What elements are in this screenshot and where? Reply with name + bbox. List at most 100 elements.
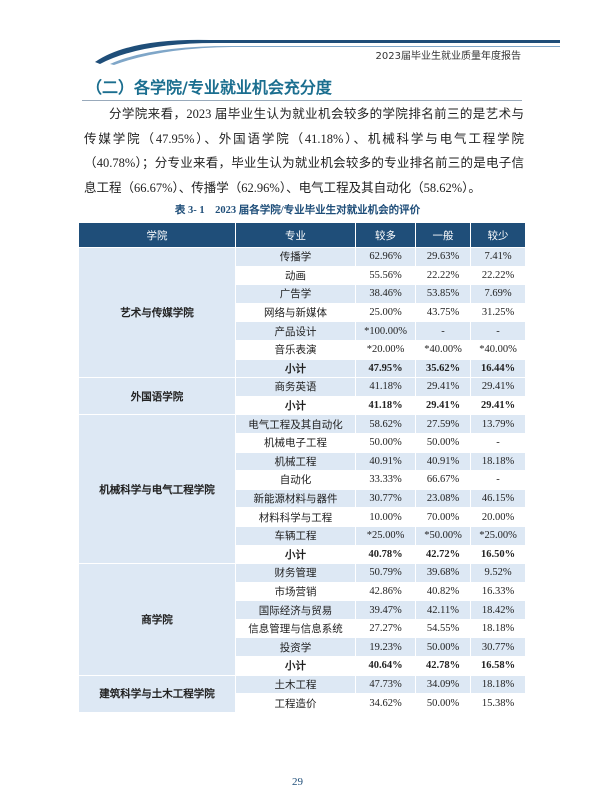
major-cell: 新能源材料与器件	[235, 488, 356, 509]
page-number: 29	[292, 776, 303, 788]
major-cell: 动画	[235, 265, 356, 286]
value-cell: 23.08%	[415, 488, 471, 509]
major-cell: 商务英语	[235, 377, 356, 397]
major-cell: 自动化	[235, 470, 356, 490]
major-cell: 投资学	[235, 637, 356, 658]
major-cell: 网络与新媒体	[235, 302, 356, 323]
college-cell: 艺术与传媒学院	[78, 246, 236, 379]
value-cell: 47.73%	[355, 674, 416, 695]
table-row: 小计 47.95% 35.62% 16.44%	[79, 358, 526, 379]
value-cell: -	[415, 321, 471, 341]
value-cell: 50.00%	[415, 693, 471, 713]
table-row: 动画 55.56% 22.22% 22.22%	[79, 265, 526, 286]
value-cell: *40.00%	[415, 339, 471, 360]
header-cell: 专业	[235, 222, 356, 248]
value-cell: 29.41%	[470, 395, 526, 416]
value-cell: -	[470, 321, 526, 341]
value-cell: 39.47%	[355, 600, 416, 620]
table-row: 新能源材料与器件 30.77% 23.08% 46.15%	[79, 488, 526, 509]
college-cell: 外国语学院	[78, 377, 236, 416]
college-cell: 商学院	[78, 563, 236, 676]
header-title: 2023届毕业生就业质量年度报告	[375, 51, 521, 62]
table-row: 机械电子工程 50.00% 50.00% -	[79, 432, 526, 453]
value-cell: 34.09%	[415, 674, 471, 695]
value-cell: 58.62%	[355, 414, 416, 434]
value-cell: 30.77%	[355, 488, 416, 509]
value-cell: 50.00%	[415, 432, 471, 453]
table-caption: 表 3- 1 2023 届各学院/专业毕业生对就业机会的评价	[174, 205, 421, 216]
major-cell: 机械电子工程	[235, 432, 356, 453]
table-row: 投资学 19.23% 50.00% 30.77%	[79, 637, 526, 658]
table-row: 工程造价 34.62% 50.00% 15.38%	[79, 693, 526, 713]
value-cell: 27.27%	[355, 618, 416, 639]
section-rule	[82, 100, 522, 101]
major-cell: 音乐表演	[235, 339, 356, 360]
value-cell: 42.11%	[415, 600, 471, 620]
value-cell: 29.41%	[415, 377, 471, 397]
value-cell: 53.85%	[415, 284, 471, 304]
value-cell: 42.86%	[355, 581, 416, 602]
value-cell: 18.18%	[470, 674, 526, 695]
major-cell: 小计	[235, 358, 356, 379]
value-cell: 18.18%	[470, 618, 526, 639]
value-cell: 10.00%	[355, 507, 416, 527]
value-cell: 47.95%	[355, 358, 416, 379]
table-row: 机械科学与电气工程学院 电气工程及其自动化 58.62% 27.59% 13.79%	[78, 414, 526, 565]
table-body: 艺术与传媒学院 传播学 62.96% 29.63% 7.41% 动画 55.56% 22.22…	[78, 246, 526, 713]
table-row: 网络与新媒体 25.00% 43.75% 31.25%	[79, 302, 526, 323]
value-cell: 40.82%	[415, 581, 471, 602]
table-row: 商学院 财务管理 50.79% 39.68% 9.52%	[78, 563, 526, 676]
value-cell: 42.72%	[415, 544, 471, 565]
paragraph: 分学院来看，2023 届毕业生认为就业机会较多的学院排名前三的是艺术与传媒学院（…	[84, 107, 524, 195]
header-cell: 一般	[415, 222, 471, 248]
value-cell: 7.69%	[470, 284, 526, 304]
value-cell: *40.00%	[470, 339, 526, 360]
value-cell: 54.55%	[415, 618, 471, 639]
value-cell: 16.50%	[470, 544, 526, 565]
table-row: 广告学 38.46% 53.85% 7.69%	[79, 284, 526, 304]
table-row: 材料科学与工程 10.00% 70.00% 20.00%	[79, 507, 526, 527]
major-cell: 传播学	[235, 247, 356, 267]
table-row: 车辆工程 *25.00% *50.00% *25.00%	[79, 525, 526, 546]
value-cell: 70.00%	[415, 507, 471, 527]
value-cell: 22.22%	[415, 265, 471, 286]
major-cell: 电气工程及其自动化	[235, 414, 356, 434]
major-cell: 土木工程	[235, 674, 356, 695]
major-cell: 小计	[235, 656, 356, 676]
value-cell: 46.15%	[470, 488, 526, 509]
table-row: 市场营销 42.86% 40.82% 16.33%	[79, 581, 526, 602]
value-cell: 41.18%	[355, 377, 416, 397]
major-cell: 小计	[235, 395, 356, 416]
value-cell: 40.64%	[355, 656, 416, 676]
value-cell: 20.00%	[470, 507, 526, 527]
value-cell: 38.46%	[355, 284, 416, 304]
table-row: 产品设计 *100.00% - -	[79, 321, 526, 341]
value-cell: 27.59%	[415, 414, 471, 434]
value-cell: 40.78%	[355, 544, 416, 565]
header-cell: 较少	[470, 222, 526, 248]
value-cell: 42.78%	[415, 656, 471, 676]
value-cell: 25.00%	[355, 302, 416, 323]
value-cell: *20.00%	[355, 339, 416, 360]
header-cell: 学院	[78, 222, 236, 248]
table-row: 建筑科学与土木工程学院 土木工程 47.73% 34.09% 18.18%	[78, 674, 526, 713]
value-cell: 7.41%	[470, 247, 526, 267]
value-cell: 50.00%	[355, 432, 416, 453]
major-cell: 信息管理与信息系统	[235, 618, 356, 639]
table: 学院 专业 较多 一般 较少 艺术与传媒学院 传播学 62.96% 29.63% 7.41% 动画…	[78, 222, 526, 713]
major-cell: 车辆工程	[235, 525, 356, 546]
value-cell: 40.91%	[415, 451, 471, 472]
value-cell: 50.00%	[415, 637, 471, 658]
major-cell: 市场营销	[235, 581, 356, 602]
value-cell: 29.41%	[470, 377, 526, 397]
value-cell: 13.79%	[470, 414, 526, 434]
value-cell: 16.44%	[470, 358, 526, 379]
value-cell: 18.42%	[470, 600, 526, 620]
value-cell: 19.23%	[355, 637, 416, 658]
value-cell: 16.33%	[470, 581, 526, 602]
table-row: 自动化 33.33% 66.67% -	[79, 470, 526, 490]
table-row: 信息管理与信息系统 27.27% 54.55% 18.18%	[79, 618, 526, 639]
value-cell: 18.18%	[470, 451, 526, 472]
major-cell: 国际经济与贸易	[235, 600, 356, 620]
